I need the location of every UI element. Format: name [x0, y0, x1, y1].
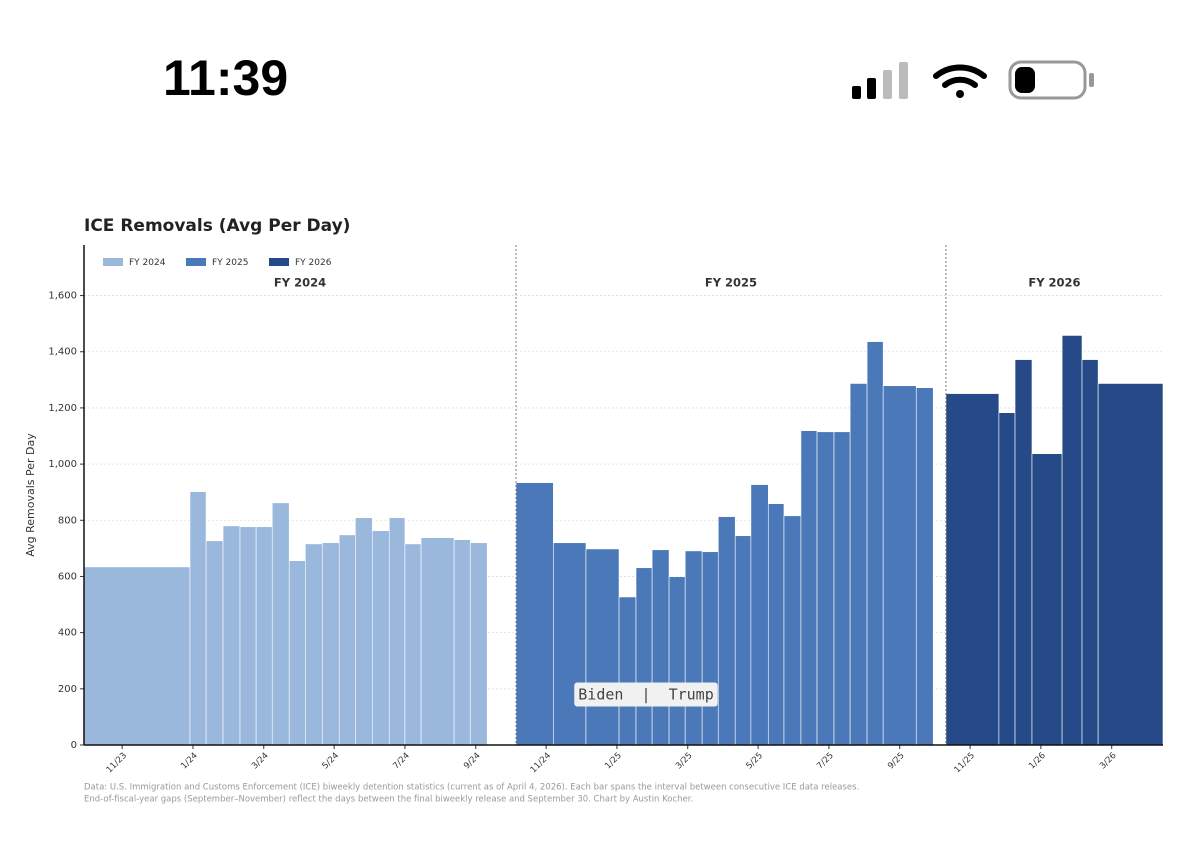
bar [338, 534, 356, 746]
bar [388, 517, 406, 746]
bar [420, 537, 455, 746]
legend-label: FY 2025 [212, 258, 248, 268]
bar [205, 540, 224, 746]
annotation-box [574, 682, 718, 707]
legend-swatch [269, 258, 289, 266]
bar [515, 482, 554, 746]
x-tick-label: 11/25 [953, 751, 977, 775]
bar [800, 430, 818, 746]
bar [271, 502, 290, 746]
bar [239, 526, 257, 746]
legend-swatch [103, 258, 123, 266]
bar [945, 393, 1000, 746]
x-tick-label: 7/24 [391, 751, 412, 772]
bar [635, 567, 653, 746]
bar [717, 516, 736, 746]
status-time: 11:39 [163, 50, 288, 106]
bar [849, 383, 868, 746]
x-tick-label: 9/24 [462, 751, 483, 772]
bar [255, 526, 273, 746]
bar [189, 491, 207, 746]
section-label: FY 2025 [705, 276, 757, 290]
bar [371, 530, 390, 746]
signal-icon [852, 62, 908, 99]
bar [915, 387, 934, 746]
bar [783, 515, 802, 746]
bar [684, 550, 703, 746]
section-label: FY 2026 [1028, 276, 1080, 290]
bar [321, 542, 340, 746]
bar [998, 412, 1016, 746]
x-tick-label: 5/24 [320, 751, 341, 772]
y-axis-label: Avg Removals Per Day [24, 433, 37, 557]
x-tick-label: 7/25 [815, 751, 836, 772]
bar [553, 542, 587, 746]
x-tick-label: 5/25 [744, 751, 765, 772]
battery-icon [1008, 60, 1094, 100]
x-tick-label: 11/23 [105, 751, 129, 775]
y-tick-label: 1,000 [48, 459, 77, 470]
legend-label: FY 2026 [295, 258, 332, 268]
chart-title: ICE Removals (Avg Per Day) [84, 216, 350, 236]
x-tick-label: 3/24 [250, 751, 271, 772]
bar [585, 548, 620, 746]
bar [1061, 335, 1083, 746]
bar [882, 385, 917, 746]
section-label: FY 2024 [274, 276, 326, 290]
footnote: Data: U.S. Immigration and Customs Enfor… [84, 783, 859, 793]
bar [618, 596, 637, 746]
bar [83, 566, 191, 746]
x-tick-label: 3/25 [674, 751, 695, 772]
x-tick-label: 11/24 [529, 751, 553, 775]
y-tick-label: 1,600 [48, 291, 77, 302]
x-tick-label: 1/26 [1027, 751, 1048, 772]
y-tick-label: 400 [58, 628, 77, 639]
bar [833, 431, 851, 746]
y-tick-label: 1,400 [48, 347, 77, 358]
bar [651, 549, 670, 746]
bar [305, 543, 323, 746]
y-tick-label: 200 [58, 684, 77, 695]
wifi-icon [933, 64, 987, 98]
bar [1097, 383, 1164, 746]
y-tick-label: 1,200 [48, 403, 77, 414]
bar [734, 535, 752, 746]
bar [1031, 453, 1063, 746]
bar [866, 341, 884, 746]
legend-swatch [186, 258, 206, 266]
bar [404, 543, 422, 746]
y-tick-label: 600 [58, 571, 77, 582]
y-tick-label: 800 [58, 515, 77, 526]
bar [1014, 359, 1033, 746]
footnote: End-of-fiscal-year gaps (September–Novem… [84, 795, 693, 805]
annotation: Biden | Trump [578, 686, 713, 704]
x-tick-label: 3/26 [1098, 751, 1119, 772]
bar [469, 542, 488, 746]
bar [222, 525, 241, 746]
bar [701, 551, 719, 746]
y-tick-label: 0 [71, 740, 77, 751]
bar [767, 503, 785, 746]
bar [668, 576, 686, 746]
bar [453, 539, 471, 746]
x-tick-label: 9/25 [886, 751, 907, 772]
legend-label: FY 2024 [129, 258, 166, 268]
bar [288, 560, 306, 746]
bar [1081, 359, 1099, 746]
x-tick-label: 1/24 [179, 751, 200, 772]
bar [750, 484, 769, 746]
bar [816, 431, 835, 746]
x-tick-label: 1/25 [603, 751, 624, 772]
plot: 0 200 400 600 800 1,000 1,200 1,400 1,600 11/23 1/… [48, 245, 1164, 775]
bar [355, 517, 373, 746]
